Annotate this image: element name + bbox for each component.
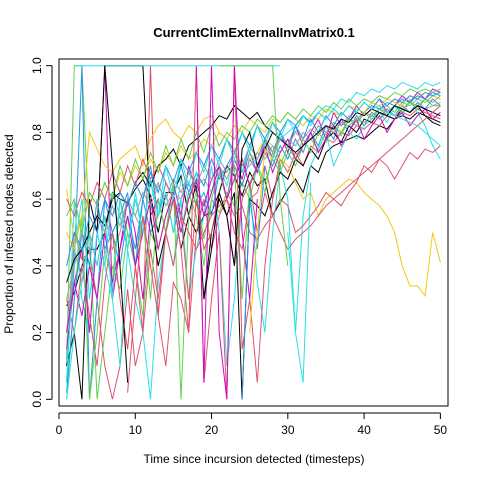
y-tick-label: 0.2 [30, 324, 44, 341]
y-tick-label: 0.4 [30, 257, 44, 274]
series-line-19 [66, 88, 441, 233]
series-line-17 [66, 104, 441, 283]
x-axis-label: Time since incursion detected (timesteps… [144, 452, 365, 466]
series-line-7 [66, 115, 441, 298]
x-tick-label: 40 [357, 423, 371, 437]
x-tick-label: 0 [56, 423, 63, 437]
series-line-20 [66, 91, 441, 267]
y-axis-label: Proportion of infested nodes detected [2, 134, 16, 333]
series-line-30 [249, 147, 273, 333]
y-tick-label: 0.6 [30, 190, 44, 207]
x-tick-label: 50 [434, 423, 448, 437]
x-tick-label: 10 [129, 423, 143, 437]
y-tick-label: 0.8 [30, 124, 44, 141]
series-line-2 [66, 65, 441, 400]
chart-title: CurrentClimExternalInvMatrix0.1 [153, 25, 355, 40]
x-tick-label: 20 [205, 423, 219, 437]
series-line-18 [66, 105, 441, 251]
series-layer [66, 65, 441, 400]
y-tick-label: 1.0 [30, 57, 44, 74]
series-line-29 [287, 182, 312, 383]
axis-layer: 0 10 20 30 40 50 0.0 0.2 0.4 0.6 0.8 1.0 [30, 57, 447, 437]
series-line-25 [219, 65, 289, 266]
series-line-28 [241, 165, 266, 400]
x-tick-label: 30 [281, 423, 295, 437]
series-line-26 [104, 65, 129, 383]
plot-frame [58, 58, 449, 407]
series-line-27 [203, 130, 274, 300]
series-line-21 [66, 101, 441, 400]
y-tick-label: 0.0 [30, 391, 44, 408]
series-line-10 [66, 145, 441, 367]
series-line-14 [66, 108, 441, 333]
